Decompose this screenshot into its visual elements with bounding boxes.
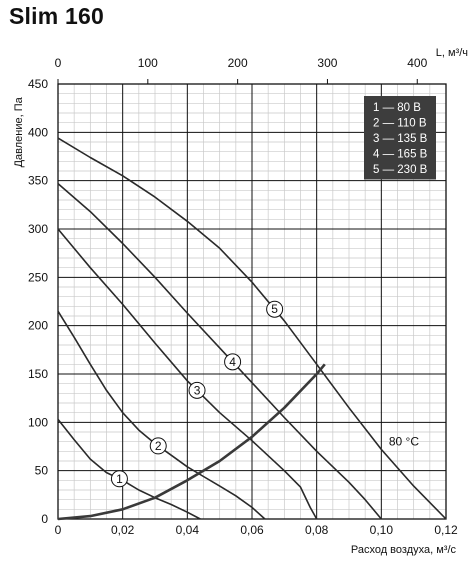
x2-tick-label: 400 (407, 56, 427, 70)
y-tick-label: 300 (28, 222, 48, 236)
series-line (57, 137, 447, 520)
series-line (57, 418, 201, 520)
y-tick-label: 250 (28, 270, 48, 284)
curves: 1 2 3 4 5 (57, 137, 447, 521)
y-axis-label: Давление, Па (13, 96, 25, 167)
x-axis-label: Расход воздуха, м³/с (351, 544, 457, 556)
y-tick-label: 400 (28, 125, 48, 139)
y-tick-label: 0 (41, 512, 48, 526)
legend-entry: 5 — 230 В (373, 164, 428, 176)
curve-number-marker (110, 470, 128, 488)
series-line (57, 310, 266, 520)
series-line (57, 363, 326, 521)
curve-number-label: 2 (155, 439, 162, 453)
legend-entry: 1 — 80 В (373, 102, 421, 114)
plot-frame (57, 83, 447, 520)
x-tick-label: 0,08 (305, 523, 329, 537)
curve-number-marker (149, 437, 167, 455)
axes (57, 79, 447, 520)
x-tick-label: 0 (55, 523, 62, 537)
curve-number-label: 4 (229, 355, 236, 369)
x-tick-label: 0,06 (240, 523, 264, 537)
y-tick-label: 50 (35, 464, 49, 478)
y-tick-label: 350 (28, 174, 48, 188)
chart-title: Slim 160 (9, 3, 104, 29)
x2-tick-label: 0 (55, 56, 62, 70)
y-tick-label: 450 (28, 77, 48, 91)
x2-axis-label: L, м³/ч (436, 47, 468, 59)
curve-number-label: 5 (271, 302, 278, 316)
legend-entry: 3 — 135 В (373, 133, 428, 145)
x2-tick-label: 100 (138, 56, 158, 70)
temperature-annotation: 80 °C (389, 435, 419, 449)
x2-tick-label: 300 (317, 56, 337, 70)
x-tick-label: 0,02 (111, 523, 135, 537)
x-tick-label: 0,12 (434, 523, 458, 537)
legend-box (364, 96, 436, 180)
legend-entry: 2 — 110 В (373, 118, 427, 130)
y-tick-label: 100 (28, 415, 48, 429)
y-tick-label: 200 (28, 319, 48, 333)
x-tick-label: 0,10 (370, 523, 394, 537)
legend: 1 — 80 В 2 — 110 В 3 — 135 В 4 — 165 В 5 — 2… (364, 96, 436, 180)
x2-tick-label: 200 (228, 56, 248, 70)
curve-number-marker (188, 381, 206, 399)
curve-number-marker (224, 353, 242, 371)
legend-entry: 4 — 165 В (373, 149, 428, 161)
y-tick-label: 150 (28, 367, 48, 381)
series-line (57, 228, 318, 520)
curve-number-label: 1 (116, 472, 123, 486)
tick-labels: 0 0,02 0,04 0,06 0,08 0,10 0,12050100150200250… (13, 47, 468, 556)
x-tick-label: 0,04 (176, 523, 200, 537)
curve-number-marker (266, 300, 284, 318)
curve-number-label: 3 (194, 383, 201, 397)
